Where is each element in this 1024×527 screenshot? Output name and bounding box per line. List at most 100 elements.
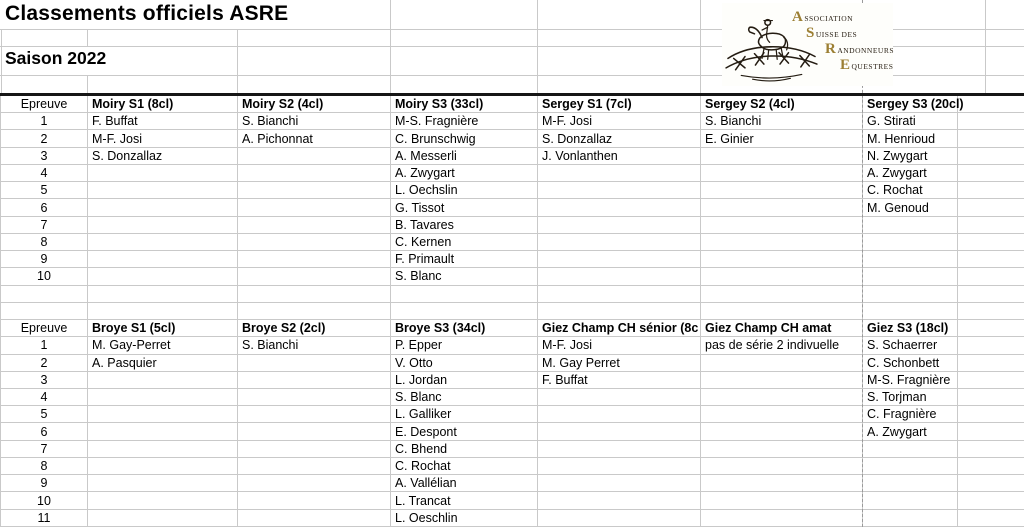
data-cell[interactable] bbox=[701, 268, 863, 286]
data-cell[interactable]: N. Zwygart bbox=[863, 147, 958, 165]
index-cell[interactable]: 4 bbox=[1, 164, 88, 183]
data-cell[interactable]: L. Galliker bbox=[391, 406, 538, 424]
header-cell[interactable]: Sergey S3 (20cl) bbox=[863, 96, 964, 114]
header-cell[interactable]: Giez Champ CH sénior (8c bbox=[538, 320, 701, 338]
data-cell[interactable] bbox=[238, 492, 391, 510]
index-cell[interactable]: 6 bbox=[1, 423, 88, 441]
index-cell[interactable]: 8 bbox=[1, 457, 88, 476]
data-cell[interactable] bbox=[863, 216, 958, 234]
data-cell[interactable] bbox=[238, 457, 391, 476]
data-cell[interactable] bbox=[701, 371, 863, 389]
data-cell[interactable] bbox=[88, 509, 238, 527]
data-cell[interactable]: G. Tissot bbox=[391, 199, 538, 217]
asre-logo[interactable]: ASSOCIATION SUISSE DES RANDONNEURS EQUES… bbox=[722, 3, 894, 86]
data-cell[interactable] bbox=[88, 285, 238, 303]
data-cell[interactable] bbox=[701, 423, 863, 441]
data-cell[interactable] bbox=[701, 492, 863, 510]
index-cell[interactable]: 9 bbox=[1, 251, 88, 269]
header-cell[interactable]: Broye S2 (2cl) bbox=[238, 320, 391, 338]
filler-cell[interactable] bbox=[958, 182, 1024, 200]
data-cell[interactable] bbox=[863, 457, 958, 476]
data-cell[interactable]: S. Blanc bbox=[391, 388, 538, 407]
filler-cell[interactable] bbox=[958, 441, 1024, 458]
data-cell[interactable]: B. Tavares bbox=[391, 216, 538, 234]
data-cell[interactable] bbox=[538, 457, 701, 476]
data-cell[interactable] bbox=[863, 251, 958, 269]
index-cell[interactable]: 3 bbox=[1, 371, 88, 389]
filler-cell[interactable] bbox=[958, 492, 1024, 510]
data-cell[interactable]: F. Primault bbox=[391, 251, 538, 269]
data-cell[interactable]: S. Donzallaz bbox=[538, 130, 701, 148]
filler-cell[interactable] bbox=[958, 303, 1024, 321]
data-cell[interactable]: A. Zwygart bbox=[863, 423, 958, 441]
data-cell[interactable] bbox=[391, 285, 538, 303]
filler-cell[interactable] bbox=[958, 320, 1024, 338]
data-cell[interactable]: C. Fragnière bbox=[863, 406, 958, 424]
index-cell[interactable]: 2 bbox=[1, 354, 88, 372]
filler-cell[interactable] bbox=[958, 234, 1024, 252]
data-cell[interactable] bbox=[538, 285, 701, 303]
data-cell[interactable] bbox=[238, 354, 391, 372]
index-cell[interactable]: 10 bbox=[1, 492, 88, 510]
data-cell[interactable] bbox=[701, 354, 863, 372]
data-cell[interactable] bbox=[88, 302, 238, 321]
data-cell[interactable] bbox=[863, 302, 958, 321]
filler-cell[interactable] bbox=[958, 406, 1024, 424]
index-cell[interactable]: 7 bbox=[1, 216, 88, 234]
data-cell[interactable]: A. Pasquier bbox=[88, 354, 238, 372]
data-cell[interactable] bbox=[88, 475, 238, 493]
index-cell[interactable]: 6 bbox=[1, 199, 88, 217]
data-cell[interactable]: L. Jordan bbox=[391, 371, 538, 389]
header-cell[interactable]: Giez Champ CH amat bbox=[701, 320, 863, 338]
index-cell[interactable] bbox=[1, 285, 88, 303]
data-cell[interactable] bbox=[538, 216, 701, 234]
header-cell[interactable]: Broye S1 (5cl) bbox=[88, 320, 238, 338]
data-cell[interactable] bbox=[701, 509, 863, 527]
data-cell[interactable] bbox=[538, 475, 701, 493]
data-cell[interactable]: M. Gay Perret bbox=[538, 354, 701, 372]
data-cell[interactable] bbox=[863, 268, 958, 286]
index-cell[interactable]: 5 bbox=[1, 182, 88, 200]
data-cell[interactable]: S. Blanc bbox=[391, 268, 538, 286]
data-cell[interactable] bbox=[238, 164, 391, 183]
data-cell[interactable] bbox=[88, 251, 238, 269]
data-cell[interactable] bbox=[88, 440, 238, 458]
filler-cell[interactable] bbox=[958, 268, 1024, 286]
data-cell[interactable] bbox=[238, 475, 391, 493]
data-cell[interactable] bbox=[701, 457, 863, 476]
data-cell[interactable]: A. Vallélian bbox=[391, 475, 538, 493]
data-cell[interactable] bbox=[88, 182, 238, 200]
data-cell[interactable]: A. Zwygart bbox=[863, 164, 958, 183]
data-cell[interactable]: C. Brunschwig bbox=[391, 130, 538, 148]
data-cell[interactable] bbox=[238, 216, 391, 234]
data-cell[interactable]: L. Oeschlin bbox=[391, 509, 538, 527]
data-cell[interactable] bbox=[538, 509, 701, 527]
header-cell[interactable]: Sergey S1 (7cl) bbox=[538, 96, 701, 114]
index-cell[interactable]: 5 bbox=[1, 406, 88, 424]
data-cell[interactable]: S. Bianchi bbox=[701, 113, 863, 131]
data-cell[interactable]: A. Messerli bbox=[391, 147, 538, 165]
index-cell[interactable]: 7 bbox=[1, 440, 88, 458]
data-cell[interactable]: S. Schaerrer bbox=[863, 337, 958, 355]
data-cell[interactable]: P. Epper bbox=[391, 337, 538, 355]
index-cell[interactable]: 8 bbox=[1, 233, 88, 252]
index-cell[interactable]: 11 bbox=[1, 509, 88, 527]
data-cell[interactable] bbox=[88, 216, 238, 234]
filler-cell[interactable] bbox=[958, 148, 1024, 165]
index-cell[interactable]: 10 bbox=[1, 268, 88, 286]
data-cell[interactable] bbox=[701, 147, 863, 165]
data-cell[interactable] bbox=[238, 147, 391, 165]
data-cell[interactable] bbox=[538, 182, 701, 200]
data-cell[interactable] bbox=[88, 199, 238, 217]
header-cell[interactable]: Giez S3 (18cl) bbox=[863, 320, 958, 338]
data-cell[interactable]: L. Trancat bbox=[391, 492, 538, 510]
data-cell[interactable]: M-F. Josi bbox=[88, 130, 238, 148]
filler-cell[interactable] bbox=[958, 458, 1024, 476]
data-cell[interactable] bbox=[701, 164, 863, 183]
data-cell[interactable]: M-F. Josi bbox=[538, 337, 701, 355]
filler-cell[interactable] bbox=[958, 165, 1024, 183]
data-cell[interactable] bbox=[238, 509, 391, 527]
data-cell[interactable] bbox=[538, 492, 701, 510]
data-cell[interactable]: M-S. Fragnière bbox=[391, 113, 538, 131]
header-cell[interactable]: Broye S3 (34cl) bbox=[391, 320, 538, 338]
